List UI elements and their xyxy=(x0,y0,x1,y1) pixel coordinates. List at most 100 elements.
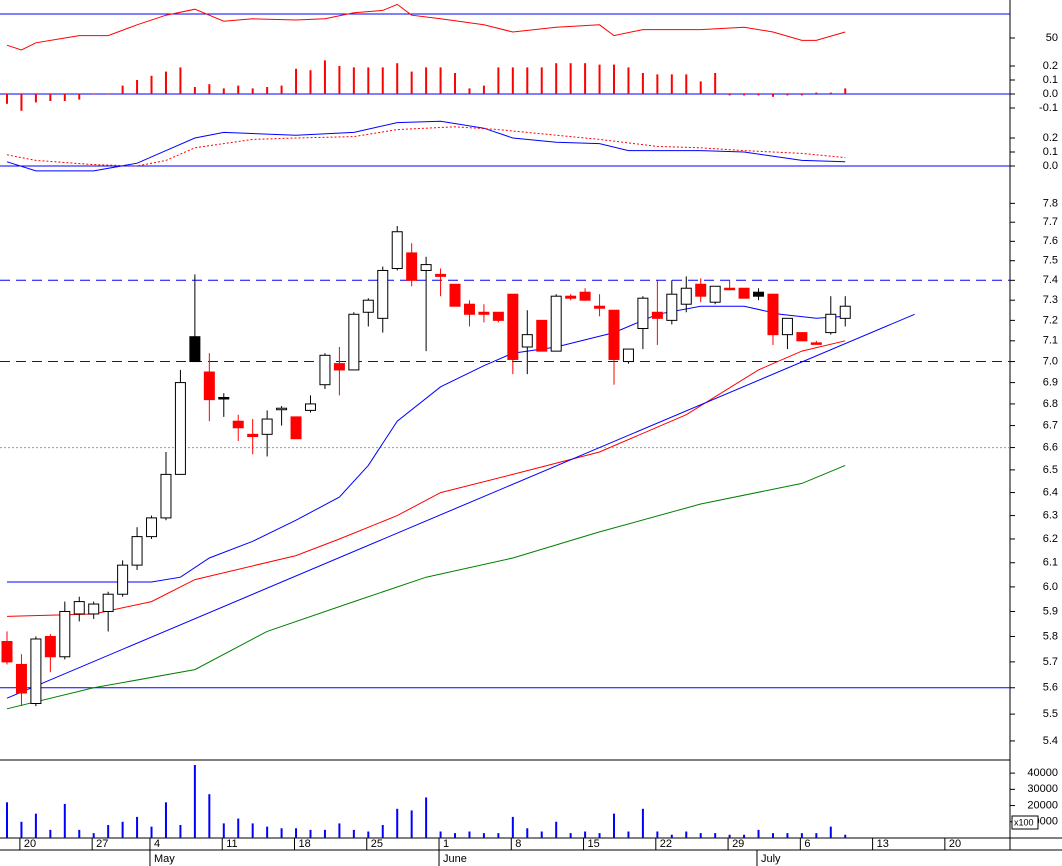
candle-body xyxy=(333,363,345,371)
candle-body xyxy=(30,638,42,705)
bar xyxy=(511,67,514,94)
bar xyxy=(641,73,644,94)
y-tick-label: 0.2 xyxy=(1043,60,1058,72)
bar xyxy=(714,73,717,94)
bar xyxy=(786,94,789,96)
bar xyxy=(20,94,23,111)
bar xyxy=(800,833,803,838)
bar xyxy=(786,833,789,838)
candle-body xyxy=(391,231,403,270)
x-tick-label: 25 xyxy=(371,838,383,850)
unit-box xyxy=(1011,815,1039,830)
bar xyxy=(280,85,283,94)
candle-body xyxy=(651,311,663,319)
bar xyxy=(757,94,760,96)
bar xyxy=(728,834,731,838)
bar xyxy=(121,85,124,94)
y-tick-label: 5.6 xyxy=(1043,682,1058,694)
bar xyxy=(425,67,428,94)
y-tick-label: 6.3 xyxy=(1043,509,1058,521)
x-tick-label: 4 xyxy=(154,838,160,850)
candle-body xyxy=(695,283,707,297)
bar xyxy=(844,834,847,838)
x-tick-label: 8 xyxy=(515,838,521,850)
candle-body xyxy=(839,305,851,319)
y-tick-label: 7.5 xyxy=(1043,255,1058,267)
bar xyxy=(107,825,110,838)
candle-body xyxy=(73,601,85,615)
bar xyxy=(20,821,23,838)
bar xyxy=(49,829,52,838)
candle-body xyxy=(825,313,837,334)
bar xyxy=(237,85,240,94)
y-tick-label: 6.4 xyxy=(1043,486,1058,498)
candle-body xyxy=(44,635,56,658)
bar xyxy=(251,823,254,838)
bar xyxy=(107,94,110,95)
bar xyxy=(121,821,124,838)
y-tick-label: 6.0 xyxy=(1043,581,1058,593)
y-tick-label: 20000 xyxy=(1027,799,1058,811)
candle-body xyxy=(579,291,591,301)
y-tick-label: 0.1 xyxy=(1043,146,1058,158)
bar xyxy=(844,88,847,94)
x-tick-label: 15 xyxy=(588,838,600,850)
bar xyxy=(540,831,543,838)
bar xyxy=(34,813,37,838)
y-tick-label: 5.8 xyxy=(1043,630,1058,642)
bar xyxy=(295,828,298,838)
candle-body xyxy=(738,287,750,299)
bar xyxy=(179,825,182,838)
bar xyxy=(280,828,283,838)
line xyxy=(6,120,846,172)
candle-body xyxy=(131,536,143,566)
bar xyxy=(136,816,139,838)
candle-body xyxy=(796,332,808,342)
line xyxy=(7,305,846,583)
bar xyxy=(396,63,399,94)
bar xyxy=(771,833,774,838)
y-tick-label: 0.0 xyxy=(1043,88,1058,100)
bar xyxy=(222,823,225,838)
x-tick-label: 27 xyxy=(96,838,108,850)
bar xyxy=(815,833,818,838)
bar xyxy=(410,810,413,838)
candle-body xyxy=(117,564,129,595)
y-tick-label: 7.2 xyxy=(1043,314,1058,326)
bar xyxy=(497,833,500,838)
y-tick-label: -0.1 xyxy=(1039,102,1058,114)
y-tick-label: 6.9 xyxy=(1043,376,1058,388)
bar xyxy=(49,94,52,101)
bar xyxy=(78,829,81,838)
candle-body xyxy=(492,311,504,321)
bar xyxy=(136,80,139,94)
bar xyxy=(309,70,312,94)
candle-body xyxy=(521,334,533,348)
y-tick-label: 7.6 xyxy=(1043,235,1058,247)
y-tick-label: 5.4 xyxy=(1043,735,1058,747)
candle-body xyxy=(348,313,360,371)
bar xyxy=(569,833,572,838)
candle-body xyxy=(550,295,562,352)
bar xyxy=(627,831,630,838)
bar xyxy=(584,831,587,838)
line xyxy=(6,464,846,710)
month-label: July xyxy=(761,853,781,865)
bar xyxy=(670,834,673,838)
candle-body xyxy=(435,273,447,277)
candle-body xyxy=(724,287,736,291)
bar xyxy=(367,67,370,94)
x-tick-label: 11 xyxy=(226,838,237,850)
bar xyxy=(699,81,702,94)
y-tick-label: 7.4 xyxy=(1043,274,1058,286)
bar xyxy=(497,67,500,94)
bar xyxy=(78,94,81,100)
bar xyxy=(381,67,384,94)
candle-body xyxy=(15,663,27,694)
bar xyxy=(439,67,442,94)
y-tick-label: 40000 xyxy=(1027,767,1058,779)
bar xyxy=(468,88,471,94)
bar xyxy=(323,829,326,838)
y-tick-label: 0.1 xyxy=(1043,74,1058,86)
